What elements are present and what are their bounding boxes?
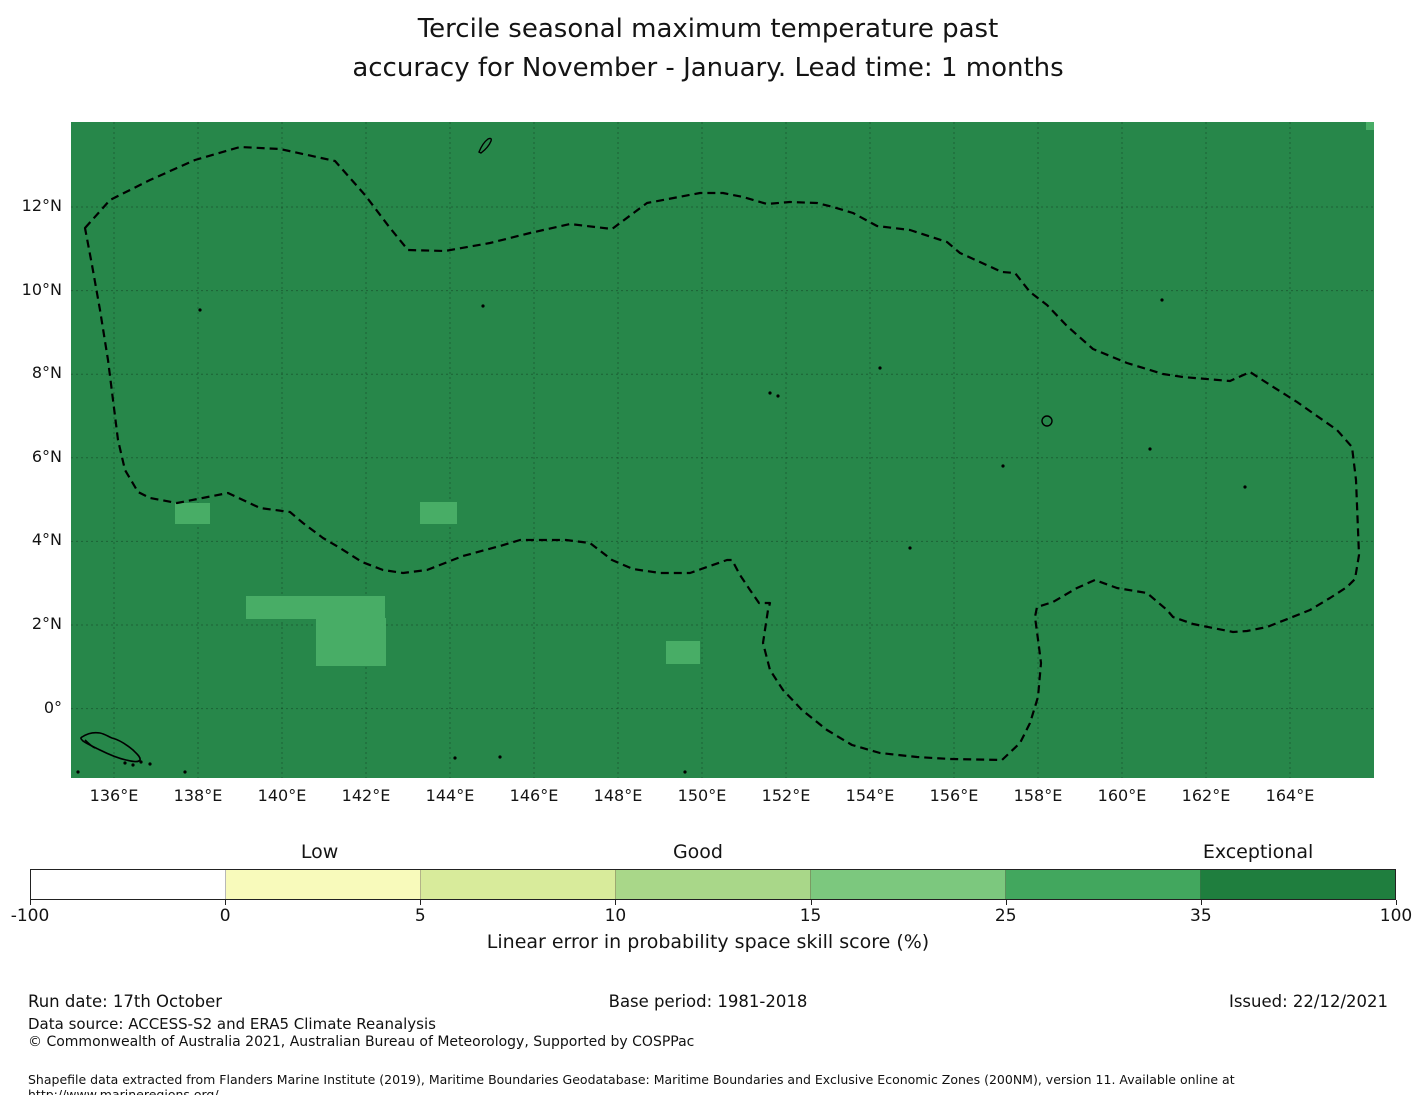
island-dot <box>76 770 80 774</box>
skill-highlight-cells <box>175 122 1374 666</box>
y-tick-label: 12°N <box>21 196 62 215</box>
y-tick-label: 8°N <box>31 363 62 383</box>
colorbar-gradient <box>30 869 1396 900</box>
island-dot <box>878 366 882 370</box>
title-line-1: Tercile seasonal maximum temperature pas… <box>417 14 999 44</box>
colorbar-tick-label: 5 <box>414 906 426 926</box>
x-tick-label: 138°E <box>173 786 223 805</box>
skill-cell <box>246 596 385 619</box>
colorbar-tick-mark <box>1200 900 1202 905</box>
x-tick-label: 144°E <box>425 786 475 805</box>
island-dot <box>139 760 143 764</box>
map-svg <box>71 122 1374 778</box>
island-dot <box>1001 464 1005 468</box>
colorbar-segment <box>1006 870 1201 899</box>
atoll-outline <box>1041 415 1053 427</box>
colorbar-category-label: Low <box>300 841 339 863</box>
y-tick-label: 2°N <box>31 614 62 633</box>
colorbar-tick-label: 15 <box>799 906 822 926</box>
colorbar-segment <box>1201 870 1395 899</box>
data-source-text: Data source: ACCESS-S2 and ERA5 Climate … <box>28 1015 436 1033</box>
x-tick-label: 148°E <box>593 786 643 805</box>
colorbar-category-labels: Low Good Exceptional <box>30 841 1396 867</box>
x-tick-label: 142°E <box>341 786 391 805</box>
islands <box>76 137 1247 774</box>
island-dot <box>131 763 135 767</box>
island-dot <box>148 762 152 766</box>
colorbar-segment <box>421 870 616 899</box>
skill-cell <box>420 502 457 524</box>
island-dot <box>498 755 502 759</box>
colorbar-tick-label: 25 <box>994 906 1017 926</box>
colorbar-tick-labels: -100 0 5 10 15 25 35 100 <box>11 900 1412 932</box>
x-tick-label: 160°E <box>1097 786 1147 805</box>
island-dot <box>453 756 457 760</box>
grid-lines <box>71 122 1374 778</box>
y-tick-label: 4°N <box>31 530 62 550</box>
colorbar-tick-label: 35 <box>1190 906 1212 926</box>
colorbar-tick-mark <box>1005 900 1007 905</box>
issued-date-text: Issued: 22/12/2021 <box>1228 992 1388 1011</box>
island-dot <box>683 770 687 774</box>
x-tick-label: 156°E <box>929 786 979 805</box>
colorbar-tick-mark <box>615 900 617 905</box>
colorbar-segment <box>811 870 1006 899</box>
colorbar-tick-mark <box>225 900 227 905</box>
x-tick-label: 150°E <box>677 786 727 805</box>
x-tick-label: 146°E <box>509 786 559 805</box>
run-date-text: Run date: 17th October <box>28 992 223 1011</box>
colorbar-tick-label: 100 <box>1379 906 1413 926</box>
y-tick-label: 0° <box>43 697 62 717</box>
colorbar-tick-mark <box>1396 900 1397 905</box>
figure-title: Tercile seasonal maximum temperature pas… <box>0 10 1416 88</box>
base-period-text: Base period: 1981-2018 <box>608 992 808 1011</box>
y-tick-label: 6°N <box>31 446 62 466</box>
ocean-fill <box>71 122 1374 778</box>
x-tick-label: 152°E <box>761 786 811 805</box>
colorbar-segment <box>226 870 421 899</box>
island-dot <box>198 308 202 312</box>
colorbar-tick-mark <box>810 900 812 905</box>
x-tick-label: 158°E <box>1013 786 1063 805</box>
title-line-2: accuracy for November - January. Lead ti… <box>352 53 1064 83</box>
colorbar-tick-mark <box>420 900 422 905</box>
colorbar-axis-label: Linear error in probability space skill … <box>486 931 930 953</box>
x-tick-label: 162°E <box>1181 786 1231 805</box>
copyright-text: © Commonwealth of Australia 2021, Austra… <box>28 1034 695 1050</box>
colorbar-category-label: Good <box>672 841 723 863</box>
y-tick-label: 10°N <box>21 279 62 299</box>
island-dot <box>183 770 187 774</box>
colorbar-segment <box>31 870 226 899</box>
guam-outline <box>478 137 492 154</box>
colorbar-category-label: Exceptional <box>1202 841 1314 863</box>
island-dot <box>776 394 780 398</box>
island-dot <box>481 304 485 308</box>
x-tick-label: 136°E <box>89 786 139 805</box>
skill-cell <box>316 618 386 666</box>
island-dot <box>1243 485 1247 489</box>
x-tick-label: 140°E <box>257 786 307 805</box>
colorbar-tick-mark <box>30 900 31 905</box>
skill-cell <box>666 641 700 664</box>
x-tick-label: 164°E <box>1265 786 1315 805</box>
colorbar-tick-label: 0 <box>219 906 231 926</box>
shapefile-note-text: Shapefile data extracted from Flanders M… <box>28 1072 1235 1095</box>
colorbar-tick-label: 10 <box>604 906 627 926</box>
island-dot <box>123 761 127 765</box>
coastline <box>84 739 96 749</box>
colorbar-tick-label: -100 <box>10 906 50 926</box>
island-dot <box>908 546 912 550</box>
skill-cell <box>175 503 210 524</box>
island-dot <box>1160 298 1164 302</box>
eez-boundary-line <box>83 145 1361 762</box>
colorbar-segment <box>616 870 811 899</box>
skill-cell <box>1366 122 1374 130</box>
island-dot <box>768 391 772 395</box>
x-tick-label: 154°E <box>845 786 895 805</box>
island-dot <box>1148 447 1152 451</box>
coastline <box>80 731 141 763</box>
